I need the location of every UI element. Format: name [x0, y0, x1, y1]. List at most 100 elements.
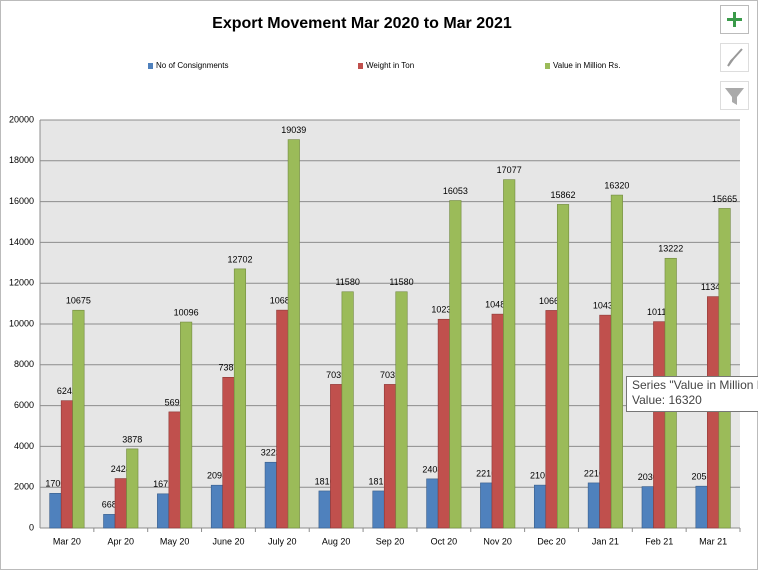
x-tick-label: Feb 21: [645, 536, 673, 546]
bar: [341, 291, 354, 529]
data-label: 12702: [227, 254, 252, 264]
data-label: 2050: [692, 472, 712, 482]
bar: [49, 493, 62, 529]
data-label: 3223: [261, 448, 281, 458]
data-label: 2210: [476, 468, 496, 478]
y-tick-label: 20000: [9, 114, 34, 124]
y-tick-label: 18000: [9, 155, 34, 165]
y-tick-label: 4000: [14, 441, 34, 451]
data-label: 15862: [551, 190, 576, 200]
data-label: 17077: [497, 165, 522, 175]
bar: [437, 318, 450, 529]
data-label: 1816: [315, 476, 335, 486]
bar: [372, 490, 385, 529]
data-label: 5692: [165, 397, 185, 407]
y-tick-label: 0: [29, 522, 34, 532]
y-tick-label: 8000: [14, 359, 34, 369]
y-tick-label: 14000: [9, 237, 34, 247]
data-label: 2408: [422, 464, 442, 474]
data-label: 10115: [647, 307, 671, 317]
data-label: 10434: [593, 301, 618, 311]
data-label: 1816: [368, 476, 388, 486]
tooltip-series: Series "Value in Million R: [632, 378, 758, 392]
bar: [383, 384, 397, 529]
tooltip-box: [626, 376, 758, 412]
bar: [168, 411, 181, 529]
bar: [533, 484, 547, 529]
bar: [491, 313, 504, 529]
x-tick-label: June 20: [212, 536, 244, 546]
bar: [503, 179, 516, 529]
bar: [210, 484, 224, 529]
bar: [641, 486, 654, 529]
bar: [718, 208, 731, 529]
bar: [287, 139, 300, 529]
bar: [480, 482, 493, 529]
chart-elements-button[interactable]: [720, 5, 749, 34]
bar: [114, 478, 127, 529]
bar: [103, 514, 116, 529]
bar: [276, 309, 289, 529]
data-label: 7387: [218, 363, 238, 373]
chart-filters-button[interactable]: [720, 81, 749, 110]
legend-label: Value in Million Rs.: [553, 61, 620, 70]
plot: 0 2000 4000 6000 8000 10000 12000 14000 16000 180…: [9, 61, 741, 546]
bar: [72, 309, 85, 529]
chart-styles-button[interactable]: [720, 43, 749, 72]
data-label: 7039: [326, 370, 346, 380]
bar: [180, 321, 193, 529]
data-label: 2030: [638, 472, 658, 482]
bar: [587, 482, 600, 529]
data-label: 7039: [380, 370, 400, 380]
bar: [233, 268, 247, 529]
bar: [126, 448, 139, 529]
legend-swatch: [545, 63, 550, 69]
bar: [330, 384, 343, 529]
bar: [599, 314, 612, 529]
data-label: 11342: [701, 282, 725, 292]
data-label: 1675: [153, 479, 173, 489]
data-label: 10665: [539, 296, 564, 306]
data-label: 13222: [658, 244, 683, 254]
bar: [426, 478, 439, 529]
data-label: 11580: [389, 277, 413, 287]
data-label: 668: [102, 500, 117, 510]
bar: [60, 400, 73, 529]
bar: [395, 291, 408, 529]
bar: [157, 493, 170, 529]
bar: [556, 204, 570, 529]
y-tick-label: 16000: [9, 196, 34, 206]
y-tick-label: 2000: [14, 482, 34, 492]
legend-swatch: [148, 63, 153, 69]
bar: [610, 194, 623, 529]
bar: [222, 377, 235, 529]
data-label: 10096: [174, 307, 199, 317]
x-tick-label: Aug 20: [322, 536, 351, 546]
legend-label: Weight in Ton: [366, 61, 414, 70]
x-tick-label: Mar 20: [53, 536, 81, 546]
data-label: 15665: [712, 194, 737, 204]
y-tick-label: 6000: [14, 400, 34, 410]
data-label: 3878: [122, 434, 142, 444]
data-label: 2098: [207, 471, 227, 481]
data-label: 10484: [485, 300, 510, 310]
bar: [653, 321, 666, 529]
x-tick-label: Jan 21: [592, 536, 619, 546]
data-label: 2424: [111, 464, 131, 474]
x-tick-label: Oct 20: [431, 536, 458, 546]
x-tick-label: Dec 20: [537, 536, 566, 546]
data-label: 19039: [281, 125, 306, 135]
y-tick-label: 10000: [9, 318, 34, 328]
tooltip: Series "Value in Million R Value: 16320: [626, 376, 758, 412]
chart-title: Export Movement Mar 2020 to Mar 2021: [212, 15, 512, 32]
bar: [695, 485, 708, 529]
data-label: 16053: [443, 186, 468, 196]
x-tick-label: Apr 20: [108, 536, 135, 546]
bar: [264, 461, 277, 529]
data-label: 10680: [270, 296, 295, 306]
data-label: 10233: [431, 305, 456, 315]
data-label: 16320: [604, 180, 629, 190]
x-tick-label: May 20: [160, 536, 190, 546]
data-label: 6242: [57, 386, 77, 396]
